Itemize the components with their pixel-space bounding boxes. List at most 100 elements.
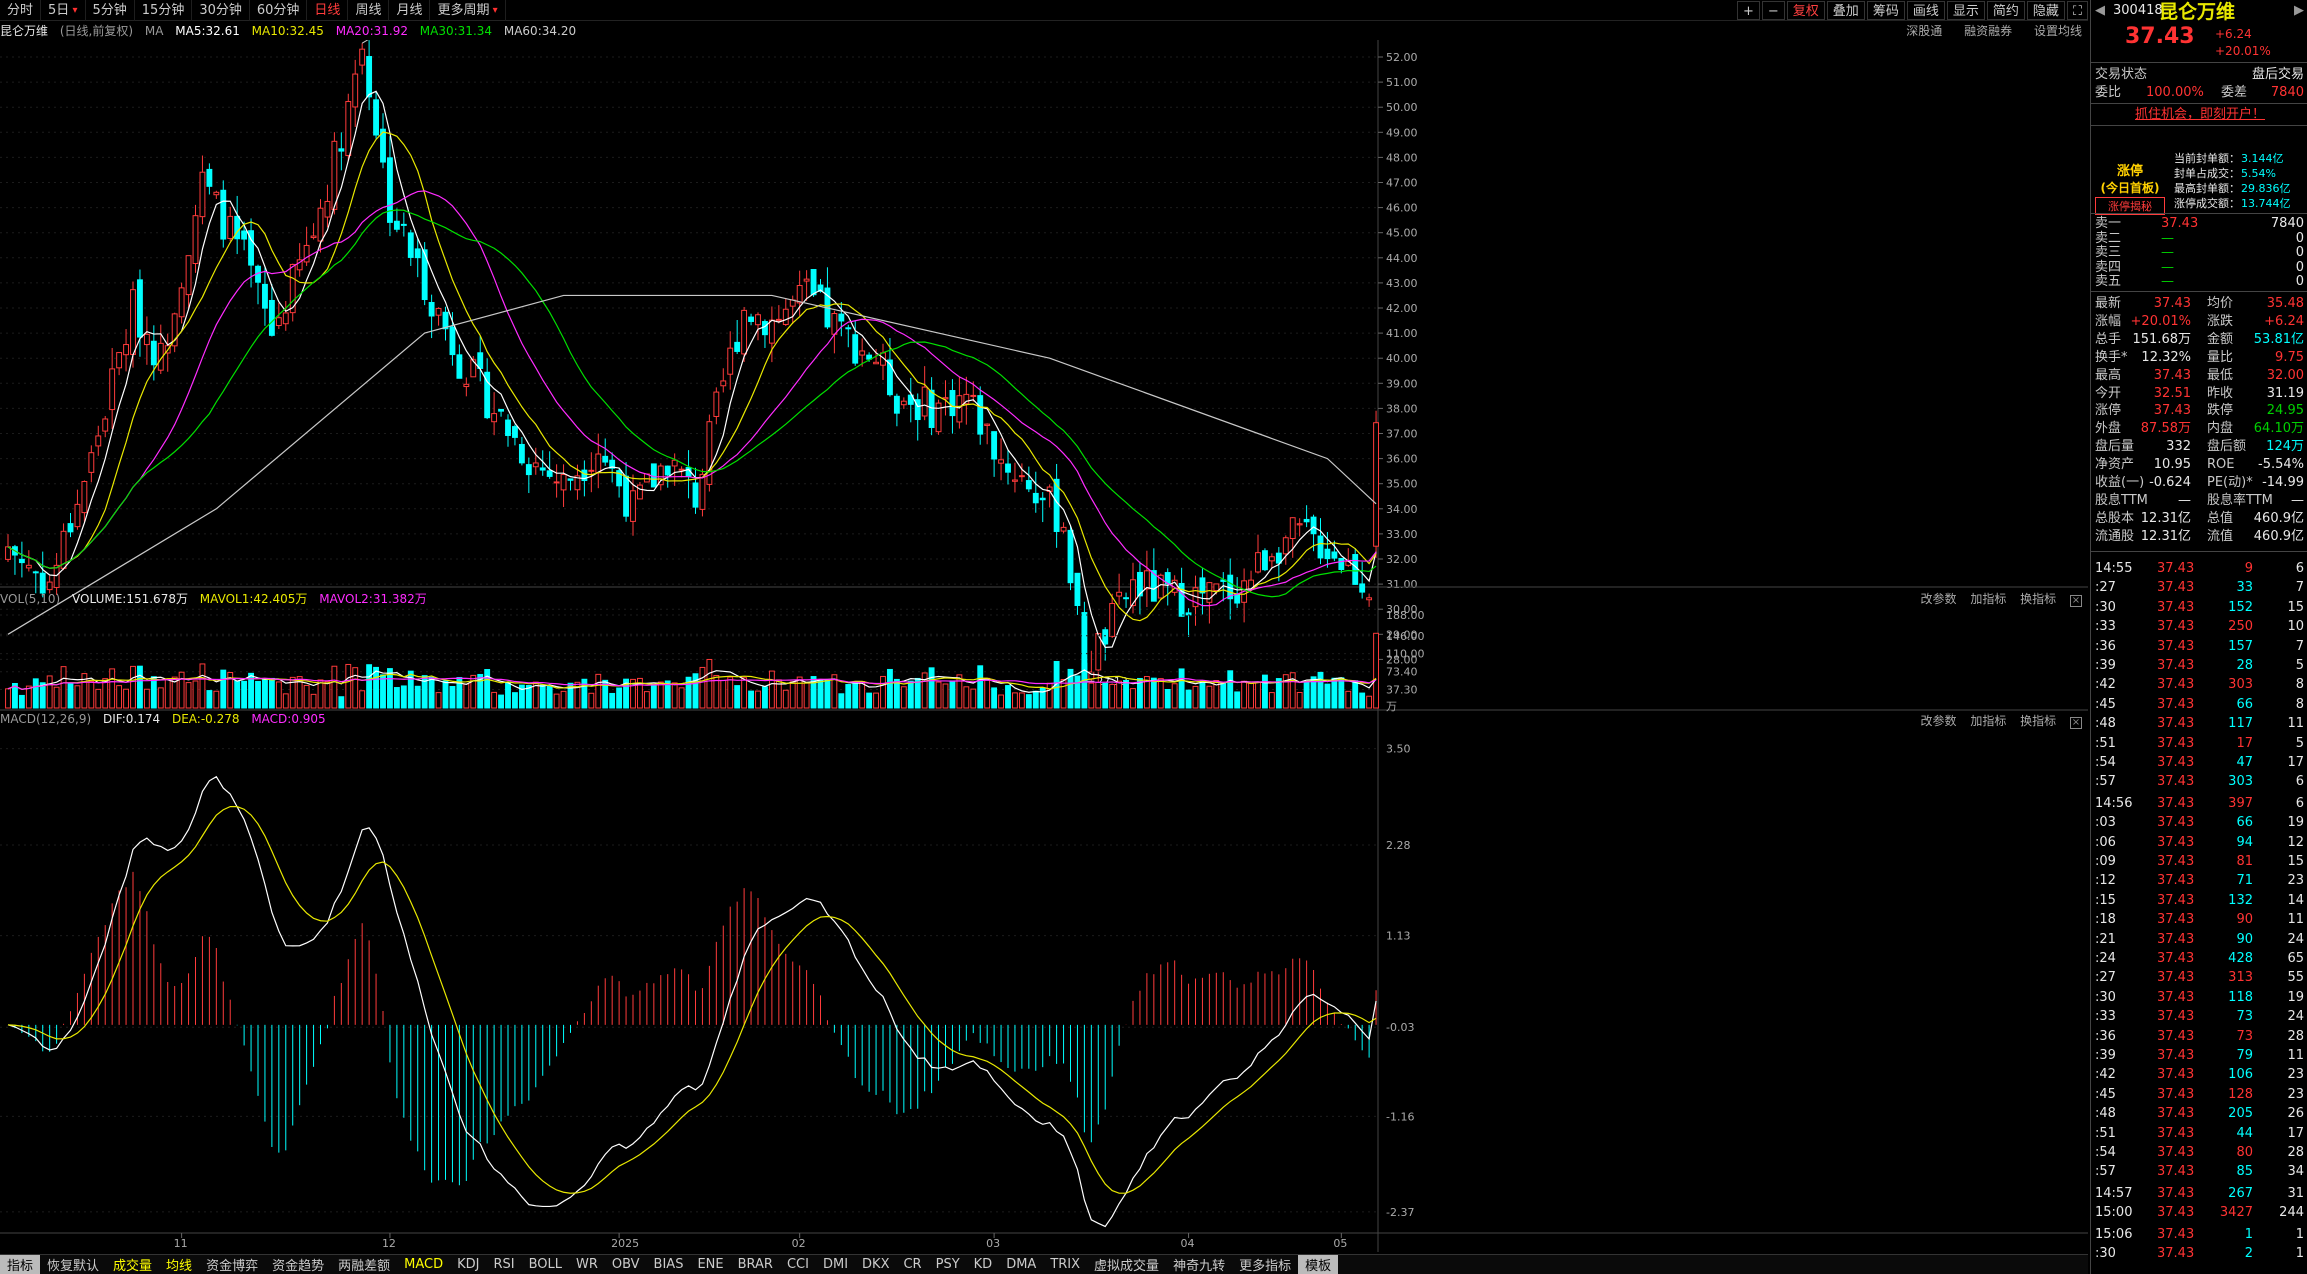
adjust-mode-label[interactable]: (日线,前复权) <box>59 24 134 38</box>
indicator-tab-5[interactable]: 资金趋势 <box>272 1259 325 1274</box>
event-star-icon[interactable]: ✱ <box>85 40 93 43</box>
toolbar-btn-1[interactable]: − <box>1761 0 1785 20</box>
tick-price: 37.43 <box>2157 716 2195 732</box>
candle-body <box>498 408 504 412</box>
candle-body <box>1303 518 1310 523</box>
tick-volume: 66 <box>2236 696 2253 712</box>
indicator-tab-22[interactable]: DMA <box>1006 1257 1037 1272</box>
divider <box>2091 103 2307 104</box>
high-price-label: 52.55 <box>374 40 406 43</box>
candle-body <box>505 419 511 436</box>
volume-bar <box>60 666 67 709</box>
tick-price: 37.43 <box>2157 1164 2195 1180</box>
limit-reveal-button[interactable]: 涨停揭秘 <box>2095 197 2165 215</box>
hk-connect-link[interactable]: 深股通 <box>1906 24 1943 38</box>
price-scale-label: 37.00 <box>1386 428 1418 441</box>
limit-info-row: 封单占成交： 5.54% <box>2091 165 2307 182</box>
toolbar-btn-6[interactable]: 显示 <box>1946 0 1985 20</box>
macd-add-indicator[interactable]: 加指标 <box>1970 714 2007 728</box>
volume-bar <box>755 690 761 709</box>
indicator-tab-4[interactable]: 资金博弈 <box>206 1259 259 1274</box>
period-0[interactable]: 分时 <box>0 0 42 21</box>
toolbar-btn-9[interactable]: ⛶ <box>2066 0 2088 20</box>
toolbar-btn-3[interactable]: 叠加 <box>1826 0 1865 20</box>
toolbar-btn-5[interactable]: 画线 <box>1906 0 1945 20</box>
event-star-icon[interactable]: ✱ <box>195 40 203 43</box>
indicator-tab-25[interactable]: 神奇九转 <box>1173 1259 1226 1274</box>
prev-stock-icon[interactable]: ◀ <box>2095 3 2105 18</box>
period-3[interactable]: 15分钟 <box>135 0 193 21</box>
stat-value: 37.43 <box>2153 403 2191 419</box>
period-6[interactable]: 日线 <box>307 0 349 21</box>
indicator-tab-3[interactable]: 均线 <box>166 1259 193 1274</box>
indicator-tab-18[interactable]: DKX <box>862 1257 890 1272</box>
close-icon[interactable]: × <box>2070 717 2082 729</box>
indicator-tab-9[interactable]: RSI <box>493 1257 515 1272</box>
candle-body <box>518 443 525 464</box>
event-star-icon[interactable]: ✱ <box>220 40 228 43</box>
stat-label: 金额 <box>2207 331 2234 347</box>
indicator-tab-7[interactable]: MACD <box>404 1257 444 1272</box>
candle-body <box>359 48 366 66</box>
vol-add-indicator[interactable]: 加指标 <box>1970 592 2007 606</box>
indicator-tab-10[interactable]: BOLL <box>528 1257 562 1272</box>
close-icon[interactable]: × <box>2070 595 2082 607</box>
indicator-tab-15[interactable]: BRAR <box>737 1257 773 1272</box>
vol-switch-indicator[interactable]: 换指标 <box>2020 592 2057 606</box>
price-scale-label: 34.00 <box>1386 503 1418 516</box>
indicator-tab-11[interactable]: WR <box>576 1257 598 1272</box>
volume-bar <box>46 675 53 709</box>
limit-info-row: 涨停成交额： 13.744亿 <box>2091 195 2307 212</box>
candle-body <box>1116 591 1123 597</box>
candle-body <box>421 249 428 301</box>
macd-switch-indicator[interactable]: 换指标 <box>2020 714 2057 728</box>
indicator-tab-27[interactable]: 模板 <box>1298 1255 1339 1274</box>
tick-price: 37.43 <box>2157 619 2195 635</box>
indicator-tab-14[interactable]: ENE <box>697 1257 724 1272</box>
indicator-tab-16[interactable]: CCI <box>786 1257 809 1272</box>
indicator-tab-20[interactable]: PSY <box>935 1257 960 1272</box>
toolbar-btn-2[interactable]: 复权 <box>1786 0 1825 20</box>
indicator-tab-17[interactable]: DMI <box>822 1257 849 1272</box>
indicator-tab-13[interactable]: BIAS <box>653 1257 684 1272</box>
toolbar-btn-0[interactable]: + <box>1736 0 1760 20</box>
indicator-tab-24[interactable]: 虚拟成交量 <box>1094 1259 1160 1274</box>
period-8[interactable]: 月线 <box>389 0 431 21</box>
macd-edit-params[interactable]: 改参数 <box>1920 714 1957 728</box>
period-1[interactable]: 5日 ▾ <box>41 0 86 21</box>
open-account-link[interactable]: 抓住机会，即刻开户！ <box>2135 107 2266 122</box>
toolbar-btn-4[interactable]: 筹码 <box>1866 0 1905 20</box>
event-star-icon[interactable]: ✱ <box>1000 40 1008 43</box>
margin-link[interactable]: 融资融券 <box>1964 24 2013 38</box>
toolbar-btn-7[interactable]: 简约 <box>1986 0 2025 20</box>
period-5[interactable]: 60分钟 <box>250 0 308 21</box>
price-scale-label: 36.00 <box>1386 453 1418 466</box>
event-star-icon[interactable]: ✱ <box>45 40 53 43</box>
indicator-tab-8[interactable]: KDJ <box>457 1257 480 1272</box>
kline-chart[interactable]: 52.00 51.00 50.00 49.00 48.00 47.00 46.00 45.00… <box>0 40 2088 1252</box>
volume-bar <box>1116 680 1123 709</box>
volume-bar <box>1178 668 1185 709</box>
period-9[interactable]: 更多周期 ▾ <box>430 0 506 21</box>
indicator-tab-12[interactable]: OBV <box>611 1257 640 1272</box>
toolbar-btn-8[interactable]: 隐藏 <box>2026 0 2065 20</box>
indicator-tab-1[interactable]: 恢复默认 <box>47 1259 100 1274</box>
indicator-tab-6[interactable]: 两融差额 <box>338 1259 391 1274</box>
period-2[interactable]: 5分钟 <box>86 0 135 21</box>
period-4[interactable]: 30分钟 <box>192 0 250 21</box>
indicator-tab-19[interactable]: CR <box>903 1257 922 1272</box>
event-star-icon[interactable]: ✱ <box>770 40 778 43</box>
indicator-tab-26[interactable]: 更多指标 <box>1239 1259 1292 1274</box>
indicator-tab-23[interactable]: TRIX <box>1050 1257 1081 1272</box>
set-ma-link[interactable]: 设置均线 <box>2033 24 2082 38</box>
indicator-tab-0[interactable]: 指标 <box>0 1255 41 1274</box>
next-stock-icon[interactable]: ▶ <box>2294 3 2304 18</box>
volume-bar <box>1268 692 1275 709</box>
indicator-tab-2[interactable]: 成交量 <box>113 1259 153 1274</box>
volume-bar <box>234 680 241 709</box>
tick-count: 7 <box>2295 580 2304 596</box>
period-7[interactable]: 周线 <box>348 0 390 21</box>
vol-edit-params[interactable]: 改参数 <box>1920 592 1957 606</box>
indicator-tab-21[interactable]: KD <box>973 1257 993 1272</box>
volume-bar <box>1018 692 1025 709</box>
